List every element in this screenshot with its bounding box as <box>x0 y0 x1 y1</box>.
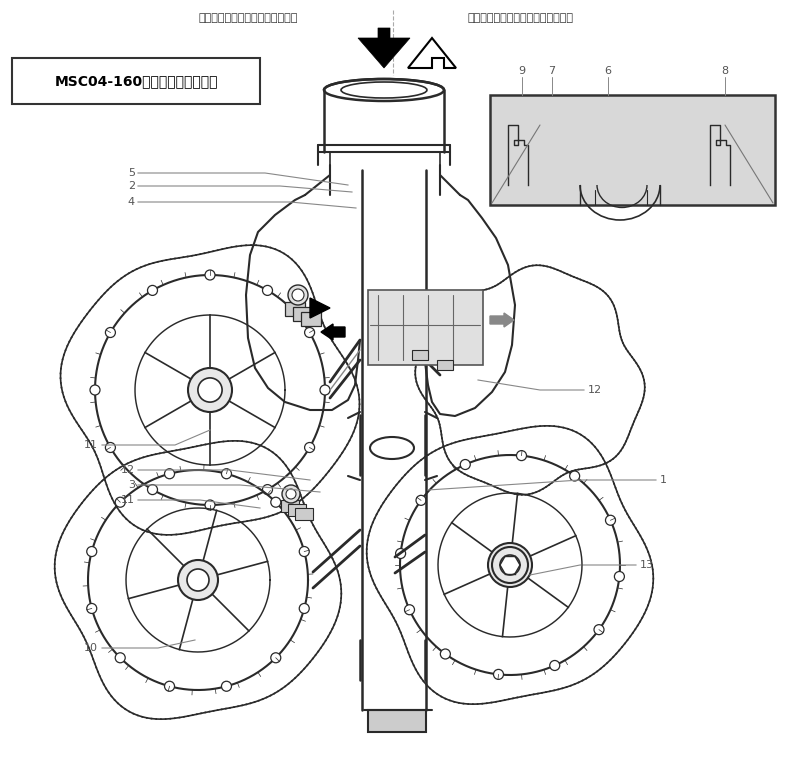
Circle shape <box>492 547 528 583</box>
Circle shape <box>148 285 157 295</box>
FancyArrow shape <box>490 313 514 327</box>
Circle shape <box>115 653 126 663</box>
Bar <box>295 508 313 520</box>
Circle shape <box>550 660 560 670</box>
Circle shape <box>90 385 100 395</box>
Circle shape <box>87 546 96 556</box>
Bar <box>301 312 321 326</box>
Text: 1: 1 <box>660 475 667 485</box>
Circle shape <box>198 378 222 402</box>
Text: 6: 6 <box>604 66 611 76</box>
Circle shape <box>404 604 415 615</box>
Bar <box>437 360 453 370</box>
Circle shape <box>440 649 450 659</box>
Text: 用於蒸汽輸送工作之時的出水方向: 用於蒸汽輸送工作之時的出水方向 <box>198 13 298 23</box>
Circle shape <box>286 489 296 499</box>
Circle shape <box>299 604 309 614</box>
FancyArrow shape <box>321 324 345 340</box>
Bar <box>368 290 483 365</box>
Circle shape <box>396 549 405 559</box>
Circle shape <box>205 270 215 280</box>
Circle shape <box>416 495 426 505</box>
Circle shape <box>271 498 280 507</box>
Circle shape <box>105 443 115 453</box>
Text: 12: 12 <box>588 385 602 395</box>
Circle shape <box>115 498 126 507</box>
Circle shape <box>148 484 157 494</box>
Circle shape <box>498 553 522 577</box>
Bar <box>412 350 428 360</box>
Bar <box>288 504 306 516</box>
Text: 7: 7 <box>548 66 555 76</box>
Circle shape <box>594 625 604 635</box>
Text: 8: 8 <box>721 66 728 76</box>
Text: 11: 11 <box>121 495 135 505</box>
Circle shape <box>282 485 300 503</box>
Circle shape <box>517 450 526 460</box>
Circle shape <box>178 560 218 600</box>
Circle shape <box>221 469 231 479</box>
Text: 2: 2 <box>128 181 135 191</box>
Circle shape <box>305 328 314 337</box>
Circle shape <box>461 460 470 470</box>
Circle shape <box>271 653 280 663</box>
Circle shape <box>488 543 532 587</box>
Polygon shape <box>358 28 410 68</box>
Circle shape <box>615 571 624 581</box>
Circle shape <box>292 289 304 301</box>
Circle shape <box>288 285 308 305</box>
Text: 用於冷凝水收集工作之時的出水方向: 用於冷凝水收集工作之時的出水方向 <box>467 13 573 23</box>
Text: 12: 12 <box>121 465 135 475</box>
Circle shape <box>570 471 580 481</box>
Polygon shape <box>408 38 456 68</box>
Circle shape <box>164 681 175 691</box>
Circle shape <box>299 546 309 556</box>
Text: 4: 4 <box>128 197 135 207</box>
Circle shape <box>187 569 209 591</box>
Circle shape <box>105 328 115 337</box>
Circle shape <box>87 604 96 614</box>
Circle shape <box>500 555 520 575</box>
Circle shape <box>188 368 232 412</box>
Text: 3: 3 <box>128 480 135 490</box>
Bar <box>285 302 305 316</box>
Circle shape <box>262 484 273 494</box>
Text: 10: 10 <box>84 643 98 653</box>
Text: 5: 5 <box>128 168 135 178</box>
Bar <box>281 500 299 512</box>
Bar <box>490 95 775 205</box>
Text: MSC04-160顔示擁有套燊式連接: MSC04-160顔示擁有套燊式連接 <box>55 74 218 88</box>
Bar <box>12 58 260 104</box>
Circle shape <box>605 515 615 525</box>
Bar <box>368 710 426 732</box>
Circle shape <box>305 443 314 453</box>
Text: 13: 13 <box>640 560 654 570</box>
Circle shape <box>262 285 273 295</box>
Circle shape <box>164 469 175 479</box>
Text: 11: 11 <box>84 440 98 450</box>
Circle shape <box>205 500 215 510</box>
Circle shape <box>221 681 231 691</box>
Circle shape <box>494 670 503 680</box>
Circle shape <box>320 385 330 395</box>
Polygon shape <box>310 298 330 318</box>
Text: 9: 9 <box>518 66 525 76</box>
Bar <box>293 307 313 321</box>
